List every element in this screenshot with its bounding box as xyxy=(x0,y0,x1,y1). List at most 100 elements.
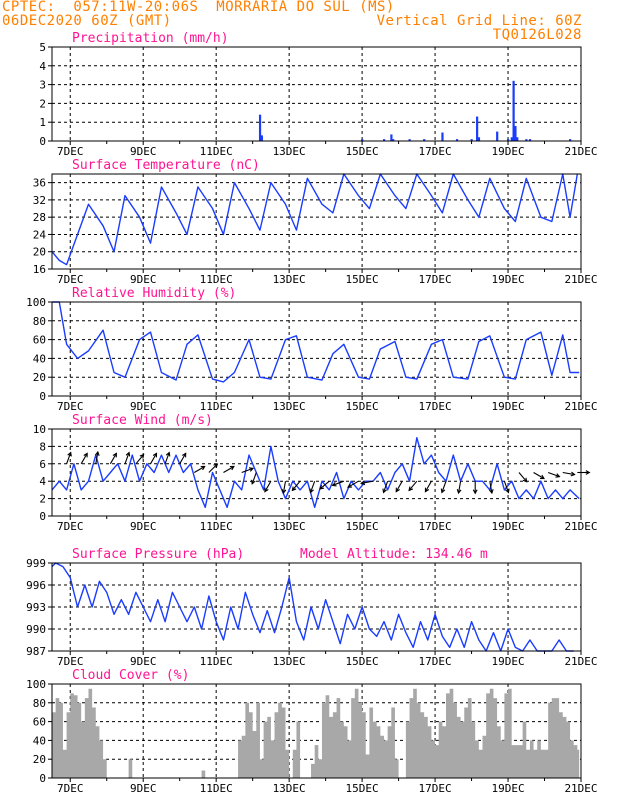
precip-bar xyxy=(514,125,517,141)
wind-arrow xyxy=(457,481,462,494)
y-tick-label: 28 xyxy=(33,211,46,224)
wind-arrow-head xyxy=(570,471,576,477)
x-tick-label: 7DEC xyxy=(57,145,84,158)
wind-arrow xyxy=(208,463,218,473)
wind-arrow xyxy=(66,452,72,464)
wind-arrow xyxy=(135,454,145,465)
x-tick-label: 11DEC xyxy=(200,655,233,668)
x-tick-label: 19DEC xyxy=(491,782,524,795)
y-tick-label: 100 xyxy=(26,296,46,309)
wind-arrow-head xyxy=(424,487,430,493)
wind-arrow xyxy=(310,481,316,493)
precip-bar xyxy=(423,139,426,141)
y-tick-label: 80 xyxy=(33,697,46,710)
wind-arrow-head xyxy=(264,487,269,493)
x-tick-label: 13DEC xyxy=(273,655,306,668)
wind-arrow xyxy=(424,480,432,492)
wind-arrow xyxy=(241,467,254,474)
y-tick-label: 20 xyxy=(33,246,46,259)
y-tick-label: 0 xyxy=(39,510,46,523)
panel-title: Surface Temperature (nC) xyxy=(72,158,260,173)
precip-bar xyxy=(516,137,519,141)
precip-bar xyxy=(510,137,513,141)
wind-arrow-head xyxy=(181,452,187,458)
x-tick-label: 9DEC xyxy=(130,782,157,795)
y-tick-label: 0 xyxy=(39,772,46,785)
y-tick-label: 3 xyxy=(39,79,46,92)
x-tick-label: 7DEC xyxy=(57,655,84,668)
wind-arrow xyxy=(164,452,170,464)
x-tick-label: 9DEC xyxy=(130,145,157,158)
wind-arrow-head xyxy=(331,481,337,487)
y-tick-label: 60 xyxy=(33,716,46,729)
wind-arrow xyxy=(383,481,389,493)
wind-arrow-head xyxy=(440,488,446,494)
x-tick-label: 9DEC xyxy=(130,273,157,286)
wind-arrow-head xyxy=(360,480,366,486)
x-tick-label: 17DEC xyxy=(419,520,452,533)
wind-arrow xyxy=(95,451,99,464)
y-tick-label: 6 xyxy=(39,458,46,471)
wind-arrow xyxy=(395,480,403,492)
x-tick-label: 11DEC xyxy=(200,400,233,413)
x-tick-label: 17DEC xyxy=(419,145,452,158)
series-line xyxy=(52,301,580,383)
precip-bar xyxy=(477,137,481,141)
y-tick-label: 987 xyxy=(26,645,46,658)
precip-bar xyxy=(455,139,459,141)
precip-bar xyxy=(392,139,395,141)
x-tick-label: 17DEC xyxy=(419,782,452,795)
precip-bar xyxy=(408,139,411,141)
y-tick-label: 999 xyxy=(26,557,46,570)
x-tick-label: 21DEC xyxy=(564,655,597,668)
y-tick-label: 993 xyxy=(26,601,46,614)
x-tick-label: 19DEC xyxy=(491,655,524,668)
x-tick-label: 11DEC xyxy=(200,782,233,795)
precip-bar xyxy=(507,139,510,141)
wind-arrow-head xyxy=(112,452,117,458)
x-tick-label: 7DEC xyxy=(57,273,84,286)
x-tick-label: 15DEC xyxy=(346,520,379,533)
header-date: 06DEC2020 60Z (GMT) xyxy=(2,13,172,29)
y-tick-label: 60 xyxy=(33,334,46,347)
wind-arrow-head xyxy=(382,488,387,494)
wind-arrow-head xyxy=(248,467,255,472)
panel-frame xyxy=(51,173,582,270)
wind-arrow-head xyxy=(67,451,72,457)
x-tick-label: 13DEC xyxy=(273,782,306,795)
series-line xyxy=(51,173,579,266)
x-tick-label: 17DEC xyxy=(419,655,452,668)
wind-arrow-head xyxy=(281,489,287,495)
precip-bar xyxy=(476,116,479,141)
wind-arrow xyxy=(361,480,374,484)
wind-arrow-head xyxy=(139,453,145,459)
header-grid-note: Vertical Grid Line: 60Z xyxy=(376,13,582,29)
x-tick-label: 9DEC xyxy=(130,655,157,668)
wind-arrow-head xyxy=(555,473,561,478)
wind-arrow xyxy=(251,472,257,484)
wind-arrow xyxy=(282,481,287,494)
x-tick-label: 9DEC xyxy=(130,400,157,413)
wind-arrow xyxy=(503,481,510,493)
panel-title: Relative Humidity (%) xyxy=(72,286,236,301)
x-tick-label: 7DEC xyxy=(57,520,84,533)
x-tick-label: 15DEC xyxy=(346,273,379,286)
wind-arrow xyxy=(264,480,272,492)
header-station: CPTEC: 057:11W-20:06S MORRARIA DO SUL (M… xyxy=(2,0,395,15)
x-tick-label: 13DEC xyxy=(273,520,306,533)
panel-title: Surface Wind (m/s) xyxy=(72,413,213,428)
x-tick-label: 21DEC xyxy=(564,400,597,413)
wind-arrow-head xyxy=(488,489,494,495)
wind-arrow-head xyxy=(152,452,158,458)
x-tick-label: 17DEC xyxy=(419,273,452,286)
wind-arrow-head xyxy=(395,487,400,493)
wind-arrow xyxy=(319,480,330,490)
wind-arrow xyxy=(347,480,359,488)
wind-arrow-head xyxy=(505,488,510,494)
precip-bar xyxy=(441,132,444,141)
y-tick-label: 0 xyxy=(39,135,46,148)
wind-arrow-head xyxy=(251,479,256,485)
precip-bar xyxy=(260,135,263,141)
wind-arrow xyxy=(332,480,345,486)
x-tick-label: 13DEC xyxy=(273,273,306,286)
